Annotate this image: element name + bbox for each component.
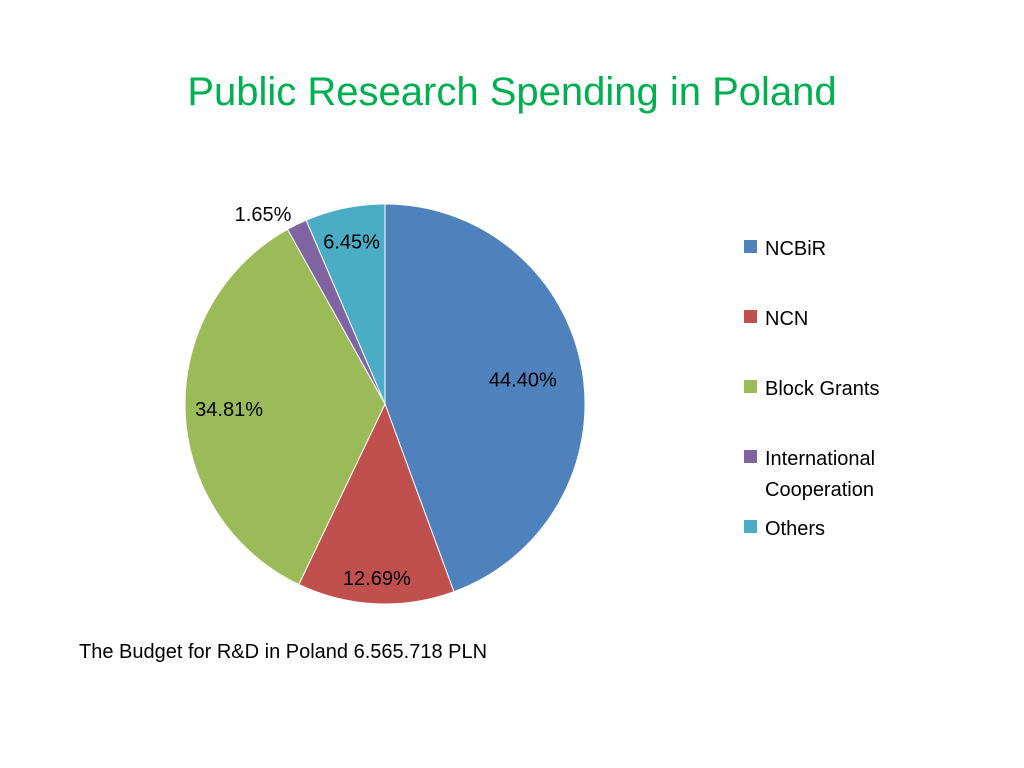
- legend-label-international-cooperation: International Cooperation: [765, 448, 876, 501]
- legend-item-ncbir: NCBiR: [744, 234, 915, 265]
- pie-data-labels: 44.40% 12.69% 34.81% 1.65% 6.45%: [195, 204, 557, 590]
- pie-slice-others: [305, 203, 386, 405]
- slide-title: Public Research Spending in Poland: [187, 70, 837, 114]
- pie-slice-block-grants: [184, 228, 386, 586]
- data-label-others: 6.45%: [323, 231, 380, 253]
- legend-swatch-others: [744, 520, 757, 533]
- pie-slices: [184, 203, 586, 605]
- pie-slice-ncn: [298, 402, 455, 605]
- budget-footnote: The Budget for R&D in Poland 6.565.718 P…: [79, 641, 488, 663]
- legend-swatch-ncn: [744, 310, 757, 323]
- data-label-block-grants: 34.81%: [195, 399, 263, 421]
- legend-swatch-international-cooperation: [744, 450, 757, 463]
- legend-item-others: Others: [744, 514, 915, 545]
- legend-label-ncbir: NCBiR: [765, 238, 827, 260]
- legend-item-block-grants: Block Grants: [744, 374, 915, 405]
- legend-label-ncn: NCN: [765, 308, 809, 330]
- pie-slice-ncbir: [384, 203, 586, 593]
- data-label-ncbir: 44.40%: [489, 369, 557, 391]
- data-label-international-cooperation: 1.65%: [235, 204, 292, 226]
- legend-item-ncn: NCN: [744, 304, 915, 335]
- legend-label-others: Others: [765, 518, 826, 540]
- legend-swatch-ncbir: [744, 240, 757, 253]
- data-label-ncn: 12.69%: [343, 568, 411, 590]
- legend-item-international-cooperation: International Cooperation: [744, 444, 915, 506]
- legend-swatch-block-grants: [744, 380, 757, 393]
- legend-label-block-grants: Block Grants: [765, 378, 880, 400]
